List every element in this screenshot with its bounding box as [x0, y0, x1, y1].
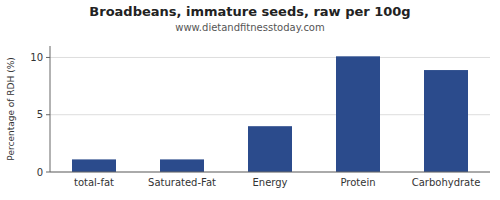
y-axis-line [50, 46, 51, 172]
bar [424, 70, 468, 172]
bars [72, 56, 468, 172]
bar [72, 159, 116, 172]
y-tick-label: 0 [37, 167, 43, 178]
x-axis-line [50, 172, 490, 173]
bar [160, 159, 204, 172]
y-tick-label: 5 [37, 109, 43, 120]
y-tick [46, 172, 50, 173]
y-tick [46, 114, 50, 115]
grid-line [50, 172, 490, 173]
bar [336, 56, 380, 172]
subtitle: www.dietandfitnesstoday.com [175, 22, 324, 33]
y-axis-label: Percentage of RDH (%) [6, 57, 16, 160]
x-tick-label: Saturated-Fat [148, 177, 216, 188]
x-tick-label: Energy [252, 177, 287, 188]
x-tick-label: Carbohydrate [412, 177, 481, 188]
bar [248, 126, 292, 172]
x-tick-label: Protein [340, 177, 375, 188]
grid-line [50, 57, 490, 58]
title: Broadbeans, immature seeds, raw per 100g [89, 4, 410, 19]
chart: Broadbeans, immature seeds, raw per 100g… [0, 0, 500, 200]
y-tick-label: 10 [30, 52, 43, 63]
y-tick [46, 57, 50, 58]
x-tick-label: total-fat [74, 177, 114, 188]
